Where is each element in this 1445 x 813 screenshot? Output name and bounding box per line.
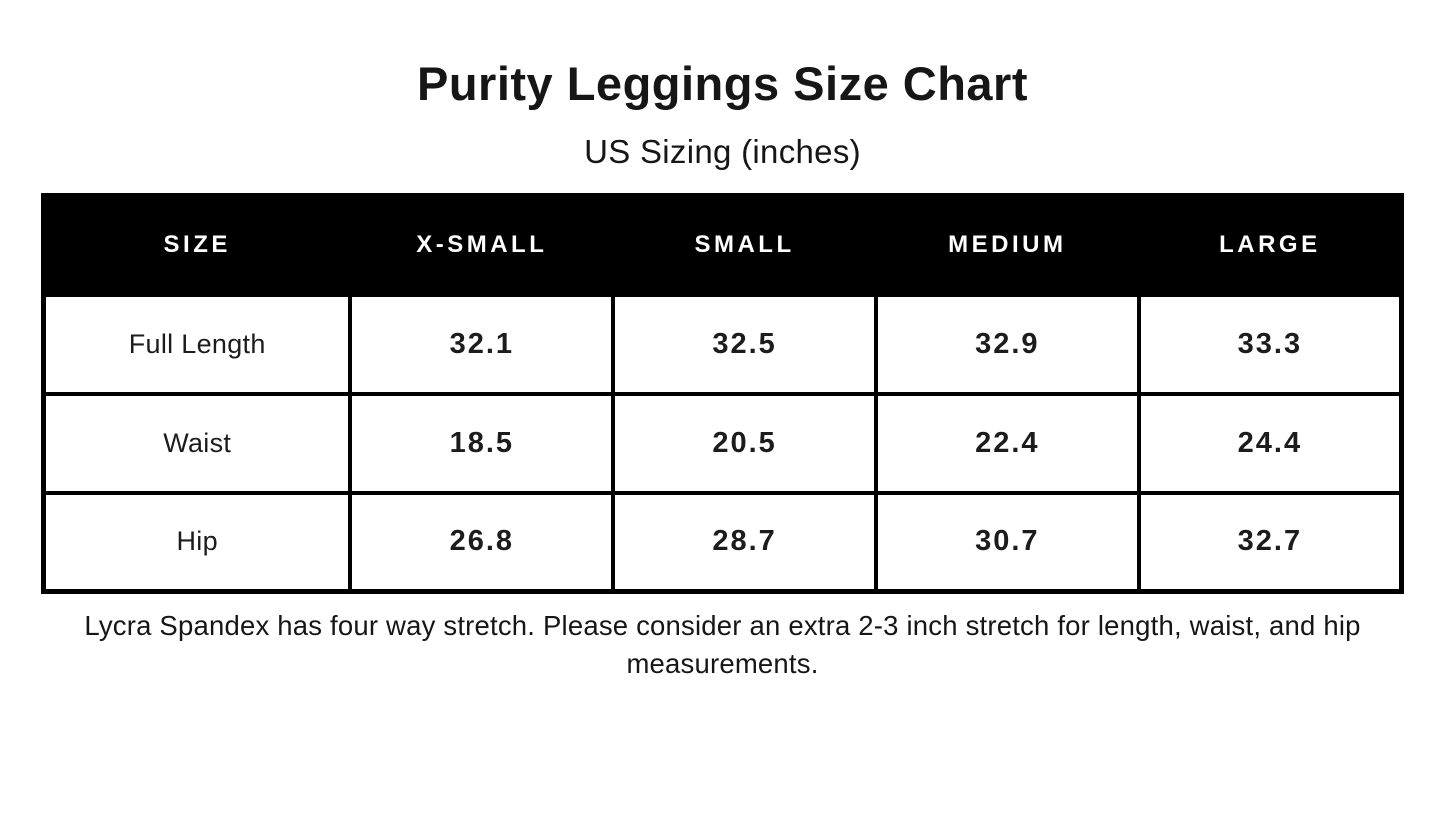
column-header-medium: MEDIUM [873,193,1141,297]
row-label-waist: Waist [41,391,353,495]
row-label-hip: Hip [41,490,353,594]
cell-full-length-large: 33.3 [1136,292,1404,396]
cell-waist-large: 24.4 [1136,391,1404,495]
column-header-x-small: X-SMALL [348,193,616,297]
cell-full-length-medium: 32.9 [873,292,1141,396]
page-subtitle: US Sizing (inches) [584,133,861,170]
column-header-small: SMALL [611,193,878,297]
page-title: Purity Leggings Size Chart [416,57,1029,110]
size-chart-page: Purity Leggings Size Chart US Sizing (in… [0,56,1445,813]
column-header-size: SIZE [41,193,353,297]
column-header-large: LARGE [1136,193,1404,297]
cell-hip-large: 32.7 [1136,490,1404,594]
table-header-row: SIZE X-SMALL SMALL MEDIUM LARGE [41,193,1404,297]
cell-waist-small: 20.5 [611,391,878,495]
cell-full-length-small: 32.5 [611,292,878,396]
row-label-full-length: Full Length [41,292,353,396]
stretch-note-text: Lycra Spandex has four way stretch. Plea… [84,610,1361,679]
table-row-hip: Hip 26.8 28.7 30.7 32.7 [41,490,1404,594]
cell-waist-x-small: 18.5 [348,391,616,495]
cell-full-length-x-small: 32.1 [348,292,616,396]
table-row-waist: Waist 18.5 20.5 22.4 24.4 [41,391,1404,495]
table-row-full-length: Full Length 32.1 32.5 32.9 33.3 [41,292,1404,396]
cell-waist-medium: 22.4 [873,391,1141,495]
cell-hip-x-small: 26.8 [348,490,616,594]
size-chart-table: SIZE X-SMALL SMALL MEDIUM LARGE Full Len… [41,193,1404,594]
cell-hip-medium: 30.7 [873,490,1141,594]
cell-hip-small: 28.7 [611,490,878,594]
